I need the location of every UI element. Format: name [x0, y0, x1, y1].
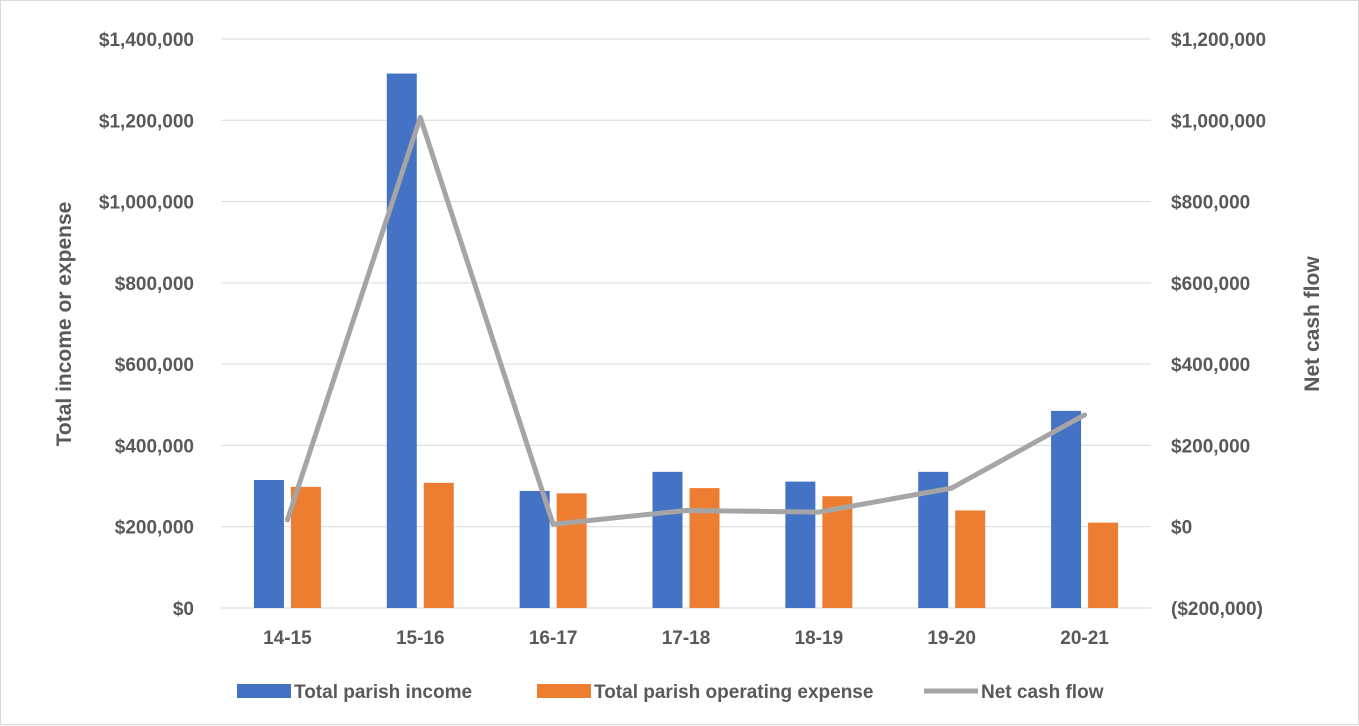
right-tick-label: $800,000 [1171, 193, 1250, 214]
bar-total-parish-income-18-19 [785, 481, 816, 608]
left-tick-label: $600,000 [115, 355, 194, 376]
left-tick-label: $200,000 [115, 518, 194, 539]
x-tick-label: 14-15 [263, 628, 312, 649]
line-point-17-18 [683, 507, 689, 513]
bar-total-parish-income-15-16 [386, 73, 417, 608]
legend-swatch-total-parish-income [237, 684, 291, 698]
line-point-14-15 [284, 517, 290, 523]
x-tick-label: 18-19 [795, 628, 844, 649]
x-tick-label: 20-21 [1060, 628, 1109, 649]
line-point-20-21 [1082, 412, 1088, 418]
right-tick-label: $1,000,000 [1171, 111, 1266, 132]
left-axis-title: Total income or expense [53, 202, 76, 447]
bar-total-parish-income-16-17 [519, 490, 550, 608]
left-tick-label: $1,200,000 [99, 111, 194, 132]
left-tick-label: $800,000 [115, 274, 194, 295]
left-tick-label: $1,000,000 [99, 193, 194, 214]
line-series [284, 114, 1088, 527]
left-tick-label: $1,400,000 [99, 30, 194, 51]
right-axis-title: Net cash flow [1301, 256, 1324, 392]
bar-total-parish-operating-expense-16-17 [556, 493, 587, 608]
x-axis-ticks: 14-15 15-16 16-17 17-18 18-19 19-20 20-21 [263, 628, 1109, 649]
right-tick-label: $400,000 [1171, 355, 1250, 376]
line-point-19-20 [949, 485, 955, 491]
legend-label-total-parish-operating-expense: Total parish operating expense [594, 682, 873, 703]
bar-total-parish-operating-expense-18-19 [822, 496, 853, 608]
right-tick-label: ($200,000) [1171, 599, 1263, 620]
legend-swatch-total-parish-operating-expense [537, 684, 591, 698]
left-axis-ticks: $0 $200,000 $400,000 $600,000 $800,000 $1,000… [99, 30, 194, 620]
bars [253, 73, 1119, 608]
x-tick-label: 19-20 [927, 628, 976, 649]
bar-total-parish-operating-expense-14-15 [290, 486, 321, 608]
x-tick-label: 15-16 [396, 628, 445, 649]
x-tick-label: 17-18 [662, 628, 711, 649]
bar-total-parish-income-14-15 [253, 479, 284, 608]
bar-total-parish-operating-expense-19-20 [955, 510, 986, 608]
x-tick-label: 16-17 [529, 628, 578, 649]
gridlines [221, 38, 1151, 609]
legend-label-total-parish-income: Total parish income [294, 682, 472, 703]
bar-total-parish-operating-expense-17-18 [689, 488, 720, 608]
bar-total-parish-income-17-18 [652, 471, 683, 608]
left-tick-label: $400,000 [115, 436, 194, 457]
right-axis-ticks: ($200,000) $0 $200,000 $400,000 $600,000 $800… [1171, 30, 1266, 620]
right-tick-label: $0 [1171, 518, 1192, 539]
bar-total-parish-income-20-21 [1051, 410, 1082, 608]
bar-total-parish-operating-expense-20-21 [1088, 522, 1119, 608]
right-tick-label: $1,200,000 [1171, 30, 1266, 51]
left-tick-label: $0 [173, 599, 194, 620]
right-tick-label: $600,000 [1171, 274, 1250, 295]
line-point-18-19 [816, 509, 822, 515]
legend-label-net-cash-flow: Net cash flow [981, 682, 1104, 703]
right-tick-label: $200,000 [1171, 436, 1250, 457]
line-point-15-16 [417, 114, 423, 120]
bar-total-parish-operating-expense-15-16 [423, 482, 454, 608]
legend: Total parish income Total parish operatin… [237, 682, 1104, 703]
line-point-16-17 [550, 521, 556, 527]
